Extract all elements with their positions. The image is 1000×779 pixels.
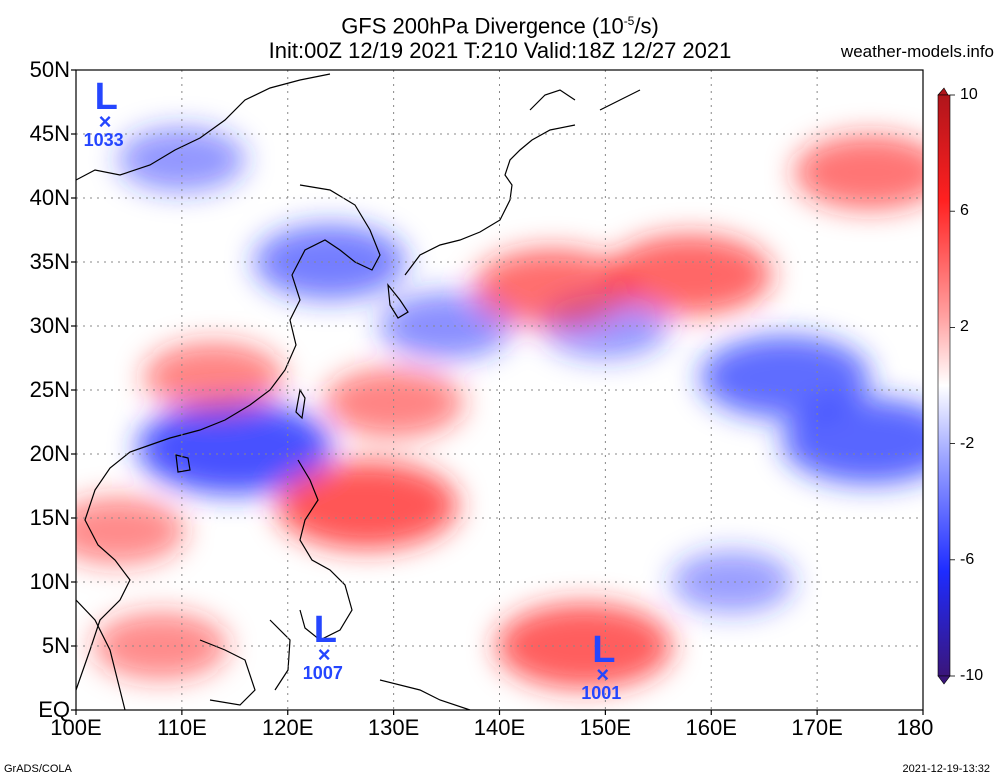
field-blob-neg (379, 292, 514, 360)
lon-label: 180 (896, 715, 934, 740)
lat-label: 5N (41, 633, 70, 658)
colorbar-label: 6 (960, 202, 969, 220)
footer-software: GrADS/COLA (4, 763, 72, 775)
low-pressure-value: 1001 (581, 683, 622, 704)
field-blob-pos (276, 461, 459, 550)
site-credit: weather-models.info (840, 42, 994, 61)
field-blob-pos (143, 342, 284, 413)
field-blob-pos (496, 603, 673, 689)
lon-label: 100E (50, 715, 102, 740)
colorbar-label: -2 (960, 434, 975, 452)
field-blob-neg (117, 127, 246, 192)
field-blob-pos (76, 497, 186, 565)
lat-label: 35N (29, 249, 70, 274)
lon-label: 170E (791, 715, 843, 740)
coastlines (76, 73, 641, 710)
lon-label: 150E (579, 715, 632, 740)
lat-label: 15N (29, 505, 70, 530)
lat-label: 20N (29, 441, 70, 466)
lon-label: 110E (157, 715, 207, 740)
field-blob-neg (254, 224, 407, 300)
lon-label: 140E (473, 715, 526, 740)
chart-subtitle: Init:00Z 12/19 2021 T:210 Valid:18Z 12/2… (268, 38, 732, 63)
footer-timestamp: 2021-12-19-13:32 (902, 763, 990, 775)
lon-label: 120E (262, 715, 314, 740)
lat-label: 50N (29, 57, 70, 82)
field-blob-pos (794, 134, 923, 210)
colorbar-bottom-cap (937, 675, 951, 685)
colorbar-label: 2 (960, 318, 969, 336)
field-blob-pos (323, 367, 464, 438)
lat-label: 30N (29, 313, 70, 338)
chart-title: GFS 200hPa Divergence (10-5/s) (341, 13, 659, 39)
axis-ticks (71, 69, 924, 715)
low-center-x-icon: × (596, 662, 610, 688)
field-blob-neg (700, 335, 871, 419)
lon-label: 130E (367, 715, 420, 740)
lat-label: 10N (29, 569, 70, 594)
field-blob-pos (608, 234, 773, 315)
low-pressure-letter: L (94, 76, 118, 119)
lat-label: 40N (29, 185, 70, 210)
low-pressure-letter: L (313, 608, 338, 651)
colorbar-top-cap (937, 87, 949, 96)
lat-label: EQ (38, 697, 70, 722)
map-grid (76, 70, 923, 710)
lon-label: 160E (685, 715, 737, 740)
lat-label: 25N (29, 377, 70, 402)
field-blob-pos (473, 248, 632, 327)
lat-label: 45N (29, 121, 70, 146)
colorbar-label: -10 (960, 667, 984, 684)
low-pressure-value: 1007 (302, 662, 343, 683)
field-blob-neg (671, 550, 794, 614)
colorbar (937, 94, 951, 677)
low-center-x-icon: × (317, 641, 331, 667)
low-pressure-letter: L (592, 629, 616, 672)
colorbar-label: -6 (960, 550, 975, 568)
low-center-x-icon: × (98, 109, 112, 135)
low-pressure-value: 1033 (83, 130, 124, 151)
colorbar-ticks (950, 94, 955, 677)
colorbar-label: 10 (960, 86, 978, 103)
